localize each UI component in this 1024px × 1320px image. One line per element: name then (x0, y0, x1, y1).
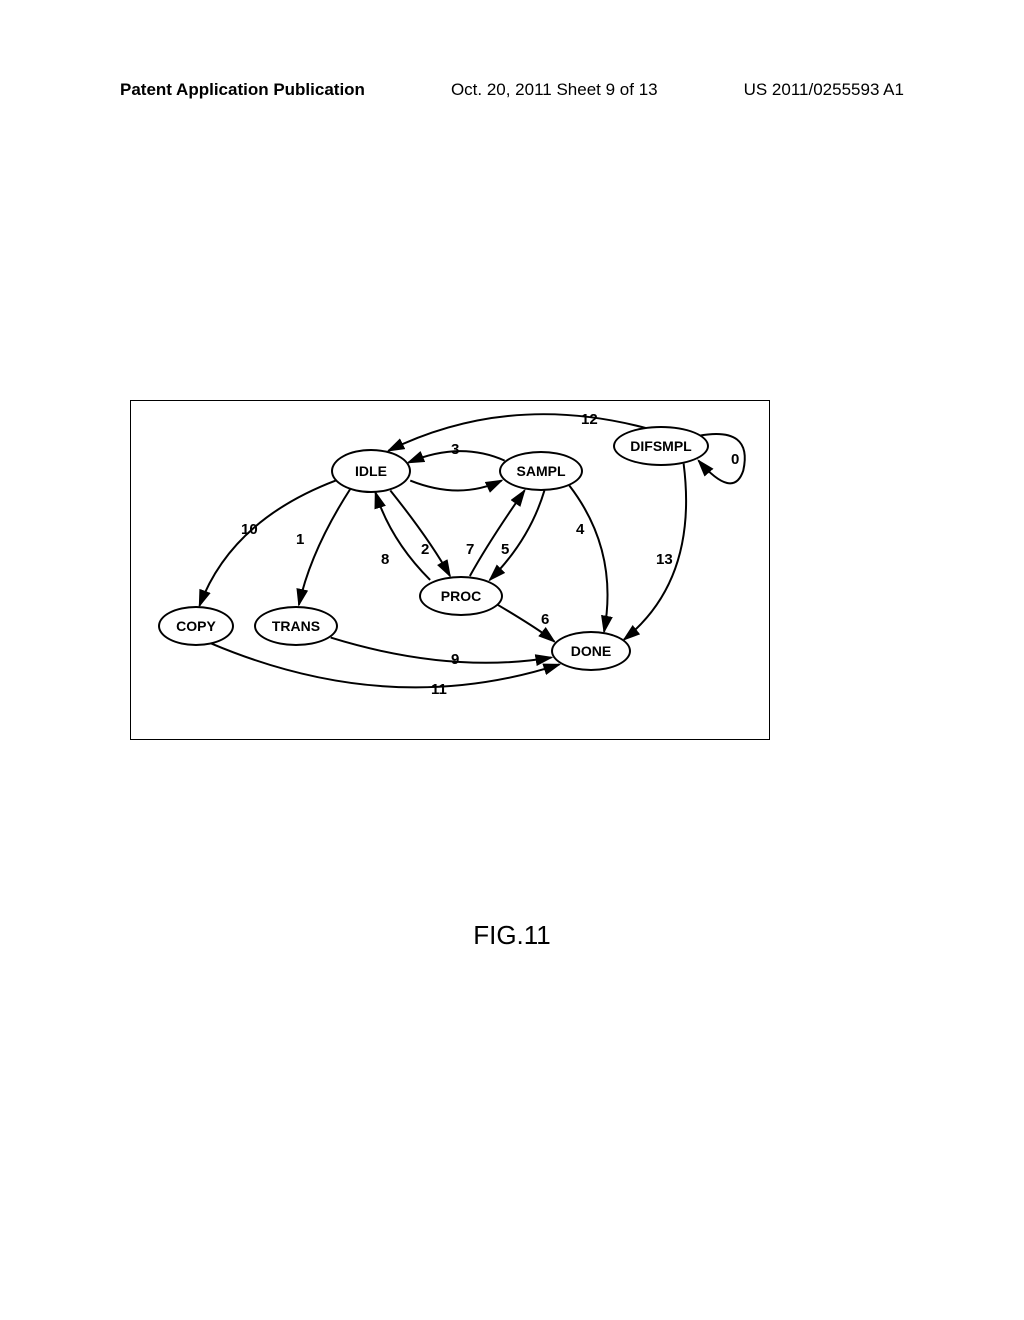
node-difsmpl: DIFSMPL (613, 426, 709, 466)
edge-label-9: 9 (451, 651, 459, 668)
page-header: Patent Application Publication Oct. 20, … (0, 80, 1024, 100)
edge-label-11: 11 (431, 681, 447, 698)
node-difsmpl-label: DIFSMPL (630, 438, 691, 454)
node-trans-label: TRANS (272, 618, 320, 634)
node-sampl: SAMPL (499, 451, 583, 491)
node-copy-label: COPY (176, 618, 216, 634)
edge-label-1: 1 (296, 531, 304, 548)
header-date-sheet: Oct. 20, 2011 Sheet 9 of 13 (451, 80, 658, 100)
edge-label-4: 4 (576, 521, 584, 538)
edge-label-13: 13 (656, 551, 673, 568)
edge-label-10: 10 (241, 521, 258, 538)
header-publication: Patent Application Publication (120, 80, 365, 100)
state-diagram: IDLE SAMPL DIFSMPL PROC COPY TRANS DONE … (130, 400, 770, 740)
edge-label-0: 0 (731, 451, 739, 468)
edge-label-2: 2 (421, 541, 429, 558)
node-idle: IDLE (331, 449, 411, 493)
node-copy: COPY (158, 606, 234, 646)
edge-label-12: 12 (581, 411, 598, 428)
node-trans: TRANS (254, 606, 338, 646)
edge-label-7: 7 (466, 541, 474, 558)
node-done: DONE (551, 631, 631, 671)
edge-label-6: 6 (541, 611, 549, 628)
figure-label: FIG.11 (0, 920, 1024, 951)
node-done-label: DONE (571, 643, 611, 659)
edge-label-5: 5 (501, 541, 509, 558)
edge-label-8: 8 (381, 551, 389, 568)
header-patent-number: US 2011/0255593 A1 (744, 80, 904, 100)
node-idle-label: IDLE (355, 463, 387, 479)
node-proc-label: PROC (441, 588, 481, 604)
node-sampl-label: SAMPL (517, 463, 566, 479)
node-proc: PROC (419, 576, 503, 616)
edge-label-3: 3 (451, 441, 459, 458)
